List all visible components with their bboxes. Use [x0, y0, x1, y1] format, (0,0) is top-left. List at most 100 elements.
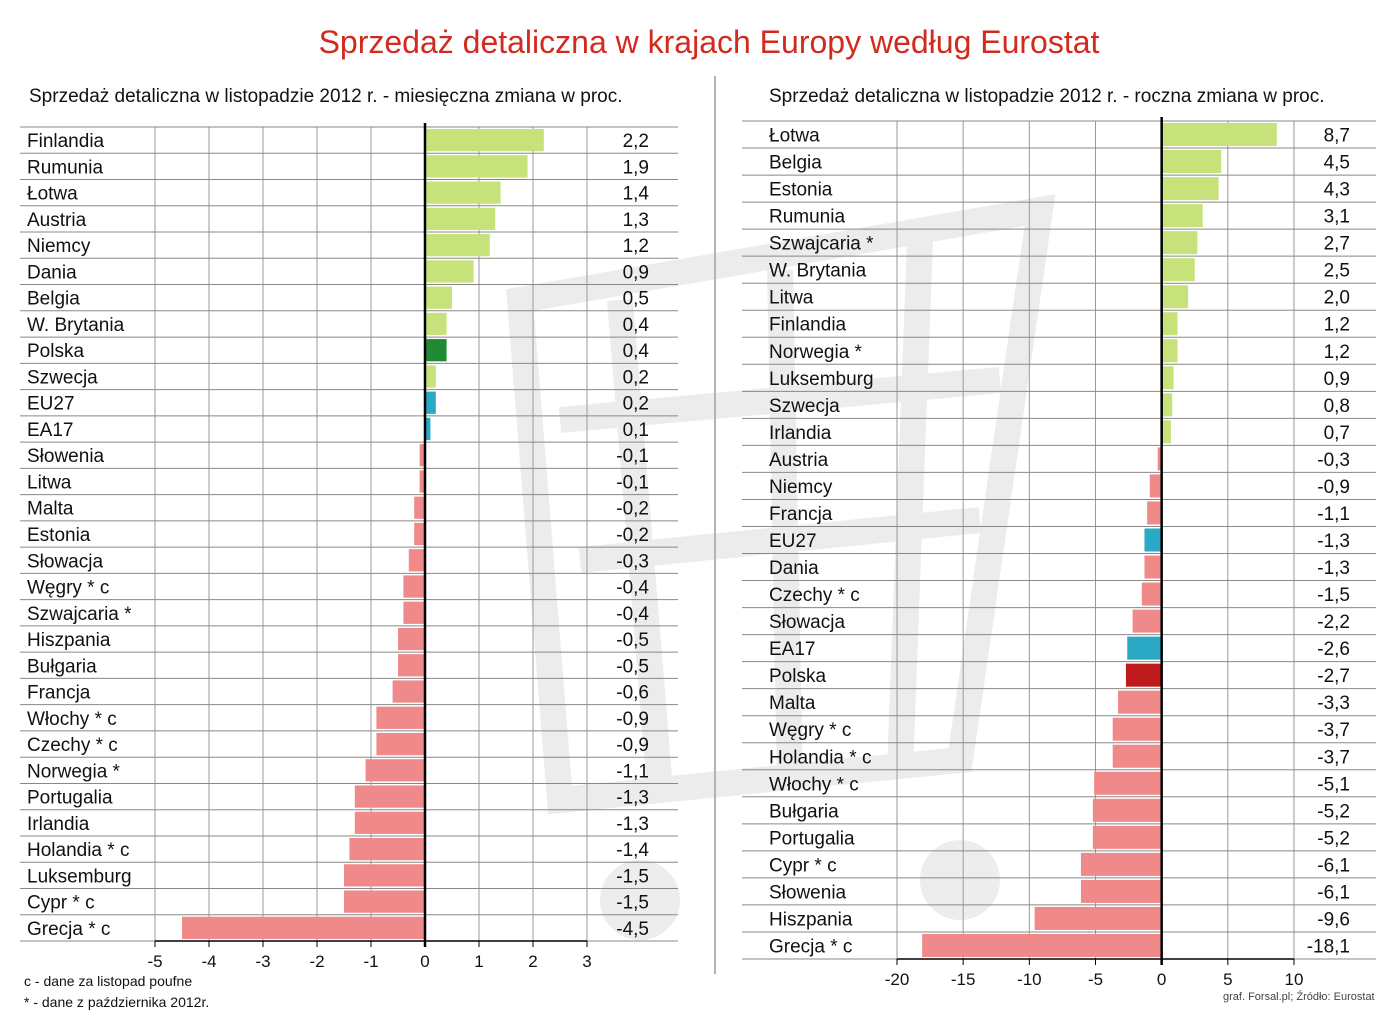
bar: [1092, 825, 1162, 849]
category-label: Dania: [27, 262, 77, 283]
value-label: 2,0: [1324, 288, 1350, 309]
category-label: Estonia: [769, 180, 833, 201]
category-label: Holandia * c: [769, 747, 871, 768]
value-label: 3,1: [1324, 207, 1350, 228]
value-label: -1,1: [616, 761, 649, 782]
bar: [403, 575, 425, 598]
value-label: -0,5: [616, 656, 649, 677]
value-label: 0,4: [623, 341, 650, 362]
value-label: -1,3: [616, 788, 649, 809]
value-label: -0,6: [616, 683, 649, 704]
bar: [398, 654, 425, 677]
category-label: Rumunia: [27, 157, 103, 178]
bar: [425, 286, 452, 309]
bar: [425, 365, 436, 388]
value-label: -3,7: [1317, 720, 1350, 741]
value-label: 2,5: [1324, 261, 1350, 282]
category-label: EA17: [769, 639, 815, 660]
bar: [425, 312, 447, 336]
value-label: -0,9: [616, 709, 649, 730]
category-label: Czechy * c: [769, 585, 860, 606]
value-label: 4,5: [1324, 153, 1350, 174]
page-title: Sprzedaż detaliczna w krajach Europy wed…: [318, 24, 1100, 60]
bar: [1080, 879, 1162, 903]
category-label: Słowenia: [769, 882, 847, 903]
x-tick-label: -10: [1017, 970, 1042, 989]
bar: [344, 864, 425, 887]
x-tick-label: -5: [147, 952, 162, 971]
category-label: Hiszpania: [27, 630, 111, 651]
category-label: Grecja * c: [769, 936, 852, 957]
category-label: Słowacja: [769, 612, 845, 633]
value-label: 1,9: [623, 157, 649, 178]
bar: [922, 933, 1162, 957]
value-label: -5,2: [1317, 828, 1350, 849]
bar: [408, 549, 425, 572]
value-label: -1,1: [1317, 504, 1350, 525]
bar: [425, 339, 447, 362]
x-tick-label: 0: [1157, 970, 1166, 989]
x-tick-label: -15: [951, 970, 976, 989]
bar: [425, 260, 474, 283]
value-label: -1,4: [616, 840, 649, 861]
category-label: Portugalia: [27, 788, 113, 809]
category-label: EU27: [769, 531, 817, 552]
bar: [182, 916, 425, 939]
value-label: -6,1: [1317, 882, 1350, 903]
category-label: Bułgaria: [27, 656, 97, 677]
bar: [1157, 447, 1162, 471]
category-label: Luksemburg: [27, 866, 132, 887]
category-label: Belgia: [769, 153, 822, 174]
bar: [349, 837, 425, 861]
bar: [1161, 312, 1178, 336]
monthly-change-chart: Finlandia 2,2 Rumunia 1,9 Łotwa 1,4 Austria 1,3…: [20, 123, 678, 971]
footnote-star: * - dane z października 2012r.: [24, 994, 210, 1010]
value-label: -0,4: [616, 578, 649, 599]
bar: [1144, 528, 1162, 552]
category-label: Szwecja: [27, 367, 98, 388]
x-tick-label: 3: [582, 952, 591, 971]
bar: [1161, 177, 1219, 201]
value-label: 0,2: [623, 394, 649, 415]
bar: [376, 706, 425, 729]
bar: [365, 759, 425, 782]
bar: [1161, 366, 1174, 390]
value-label: -4,5: [616, 919, 649, 940]
bar: [1141, 582, 1162, 606]
value-label: 0,5: [623, 289, 649, 310]
category-label: Francja: [27, 683, 91, 704]
value-label: -5,1: [1317, 774, 1350, 795]
value-label: -0,3: [1317, 450, 1350, 471]
value-label: 2,2: [623, 131, 649, 152]
bar: [1127, 636, 1162, 660]
bar: [1161, 285, 1189, 309]
value-label: -3,7: [1317, 747, 1350, 768]
bar: [425, 207, 496, 231]
x-tick-label: 5: [1223, 970, 1232, 989]
bar: [1161, 123, 1277, 147]
bar: [344, 890, 425, 913]
category-label: EA17: [27, 420, 73, 441]
bar: [354, 811, 425, 834]
category-label: Łotwa: [27, 184, 78, 205]
value-label: -2,6: [1317, 639, 1350, 660]
bar: [1112, 717, 1162, 741]
value-label: -9,6: [1317, 909, 1350, 930]
category-label: Litwa: [27, 472, 72, 493]
bar: [1080, 852, 1162, 876]
bar: [392, 680, 425, 703]
value-label: 1,2: [1324, 315, 1350, 336]
value-label: -0,2: [616, 499, 649, 520]
x-tick-label: -4: [201, 952, 216, 971]
value-label: -2,7: [1317, 666, 1350, 687]
category-label: Szwajcaria *: [769, 234, 874, 255]
value-label: -1,5: [616, 893, 649, 914]
category-label: Portugalia: [769, 828, 855, 849]
bar: [419, 470, 425, 493]
bar: [1161, 420, 1171, 444]
category-label: Norwegia *: [27, 761, 121, 782]
bar: [419, 444, 425, 467]
source-credit: graf. Forsal.pl; Źródło: Eurostat: [1223, 991, 1375, 1003]
